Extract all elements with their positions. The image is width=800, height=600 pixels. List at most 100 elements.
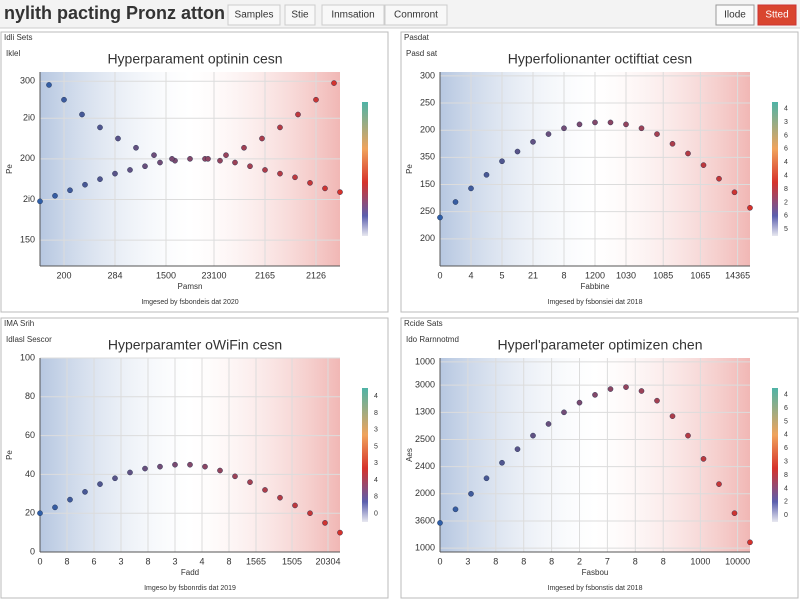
data-point (669, 140, 676, 147)
data-point (685, 432, 691, 439)
caption: Imgeso by fsbonrdis dat 2019 (144, 585, 236, 592)
chart-title: Hyperparament optinin cesn (107, 51, 282, 67)
data-point (223, 152, 229, 158)
data-point (747, 204, 753, 211)
colorbar-label: 0 (374, 510, 378, 517)
plot-background (40, 358, 340, 552)
data-point (187, 461, 193, 468)
data-point (295, 111, 301, 118)
tab[interactable] (227, 4, 281, 26)
colorbar-label: 5 (784, 418, 788, 425)
data-point (716, 481, 722, 487)
x-tick-label: 1500 (156, 270, 176, 280)
colorbar-label: 5 (784, 226, 788, 233)
x-tick-label: 20304 (315, 556, 340, 566)
data-point (247, 479, 253, 485)
colorbar-label: 4 (374, 393, 378, 400)
y-tick-label: 200 (20, 153, 35, 163)
colorbar-label: 3 (784, 119, 788, 126)
y-tick-label: 250 (420, 206, 435, 216)
colorbar-label: 8 (374, 494, 378, 501)
data-point (259, 135, 265, 142)
data-point (545, 131, 552, 137)
data-point (142, 465, 148, 472)
x-tick-label: 8 (633, 556, 638, 566)
x-tick-label: 8 (549, 556, 554, 566)
y-tick-label: 1000 (415, 542, 435, 552)
panel-label: Pasdat (404, 33, 430, 42)
tab[interactable] (321, 4, 385, 26)
y-tick-label: 200 (420, 125, 435, 135)
y-tick-label: 2500 (415, 434, 435, 444)
button[interactable] (715, 4, 755, 26)
app-title: nylith pacting Pronz atton (4, 3, 225, 23)
colorbar-label: 6 (784, 405, 788, 412)
data-point (483, 475, 490, 482)
data-point (67, 187, 73, 194)
data-point (241, 144, 247, 151)
colorbar-label: 0 (784, 512, 788, 519)
x-tick-label: 0 (437, 556, 442, 566)
data-point (437, 520, 443, 526)
colorbar (772, 102, 778, 236)
data-point (232, 473, 238, 480)
data-point (82, 181, 88, 188)
x-tick-label: 1505 (282, 556, 302, 566)
data-point (217, 157, 223, 164)
data-point (700, 162, 707, 168)
data-point (97, 481, 103, 487)
data-point (561, 125, 567, 132)
x-axis-label: Fabbine (581, 282, 610, 291)
data-point (133, 144, 139, 151)
caption: Imgesed by fsbonstis dat 2018 (548, 585, 643, 592)
data-point (322, 520, 328, 526)
colorbar-label: 3 (374, 460, 378, 467)
data-point (576, 399, 583, 406)
button-label: Ilode (724, 10, 746, 21)
data-point (545, 421, 552, 427)
data-point (499, 158, 505, 165)
x-tick-label: 8 (661, 556, 666, 566)
y-tick-label: 2i0 (23, 194, 35, 204)
x-tick-label: 2126 (306, 270, 326, 280)
data-point (142, 163, 148, 170)
y-tick-label: 3000 (415, 380, 435, 390)
colorbar (772, 388, 778, 522)
y-tick-label: 150 (20, 235, 35, 245)
x-tick-label: 7 (605, 556, 610, 566)
panel-label: IMA Srih (4, 319, 34, 328)
y-tick-label: 300 (420, 70, 435, 80)
data-point (127, 469, 133, 476)
x-tick-label: 2 (577, 556, 582, 566)
tab[interactable] (284, 4, 316, 26)
y-axis-label: Aes (405, 448, 414, 462)
y-tick-label: 60 (25, 430, 35, 440)
data-point (331, 80, 337, 86)
data-point (202, 463, 208, 470)
y-tick-label: 2i0 (23, 113, 35, 123)
data-point (514, 446, 521, 452)
data-point (61, 96, 67, 103)
data-point (46, 82, 52, 88)
data-point (322, 185, 328, 192)
data-point (716, 175, 722, 182)
y-axis-label: Pe (405, 164, 414, 174)
x-tick-label: 3 (465, 556, 470, 566)
data-point (37, 510, 43, 517)
data-point (217, 467, 223, 474)
x-tick-label: 3 (172, 556, 177, 566)
data-point (307, 180, 313, 186)
data-point (530, 432, 536, 439)
tab[interactable] (384, 4, 448, 26)
colorbar-label: 5 (374, 443, 378, 450)
data-point (97, 124, 103, 131)
y-tick-label: 1000 (415, 356, 435, 366)
colorbar (362, 102, 368, 236)
data-point (97, 176, 103, 182)
button[interactable] (757, 4, 797, 26)
colorbar-label: 8 (374, 410, 378, 417)
x-tick-label: 3 (118, 556, 123, 566)
colorbar-label: 8 (784, 186, 788, 193)
x-tick-label: 8 (226, 556, 231, 566)
